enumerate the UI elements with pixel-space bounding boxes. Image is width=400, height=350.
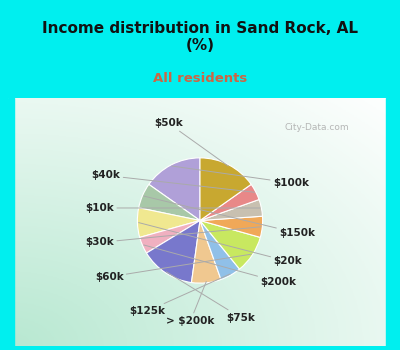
Text: $125k: $125k	[129, 274, 230, 316]
Bar	[8, 98, 14, 346]
Text: $150k: $150k	[144, 196, 315, 238]
Wedge shape	[200, 216, 263, 237]
Wedge shape	[200, 220, 260, 269]
Wedge shape	[137, 208, 200, 237]
Text: $50k: $50k	[154, 118, 228, 166]
Wedge shape	[200, 184, 259, 220]
Text: $60k: $60k	[95, 254, 251, 282]
Wedge shape	[146, 220, 200, 282]
Wedge shape	[149, 158, 200, 220]
Bar	[386, 98, 392, 346]
Wedge shape	[140, 220, 200, 253]
Text: $10k: $10k	[86, 203, 260, 213]
Wedge shape	[200, 158, 251, 220]
Wedge shape	[139, 184, 200, 220]
Text: > $200k: > $200k	[166, 281, 215, 326]
Wedge shape	[200, 220, 240, 280]
Text: $100k: $100k	[172, 166, 309, 188]
Text: $75k: $75k	[166, 272, 255, 323]
Text: $20k: $20k	[139, 223, 302, 266]
Text: $200k: $200k	[144, 245, 296, 287]
Text: $40k: $40k	[92, 170, 254, 192]
Wedge shape	[200, 199, 262, 220]
Text: Income distribution in Sand Rock, AL
(%): Income distribution in Sand Rock, AL (%)	[42, 21, 358, 53]
Wedge shape	[192, 220, 221, 283]
Text: City-Data.com: City-Data.com	[284, 123, 349, 132]
Text: $30k: $30k	[86, 227, 261, 247]
Text: All residents: All residents	[153, 72, 247, 85]
